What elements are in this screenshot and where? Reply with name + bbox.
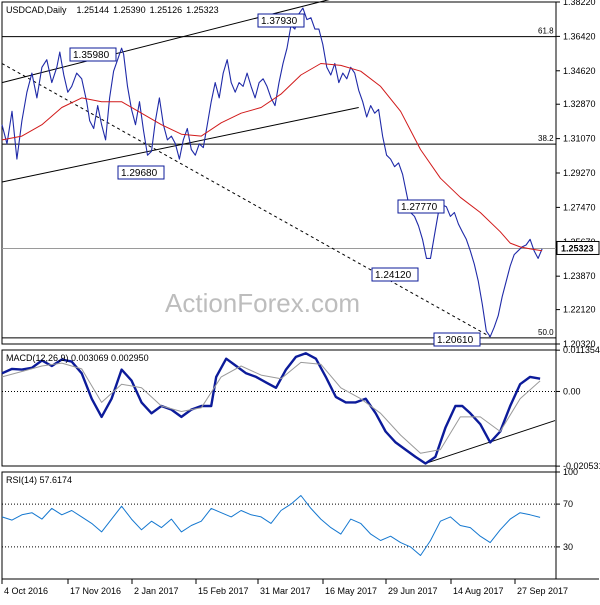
current-price-tag: [556, 240, 600, 255]
ohlc-value: 1.25323: [186, 5, 219, 15]
ohlc-value: 1.25390: [113, 5, 146, 15]
time-tick-label: 14 Aug 2017: [453, 586, 504, 596]
price-callout-box: [433, 332, 481, 347]
rsi-tick-label: 30: [563, 542, 573, 552]
time-tick-label: 2 Jan 2017: [134, 586, 179, 596]
price-tick-label: 1.29270: [563, 168, 596, 178]
macd-series-1: [1, 361, 541, 454]
price-tick-label: 1.20320: [563, 339, 596, 349]
price-series-0: [1, 7, 543, 338]
macd-panel-frame: [1, 349, 557, 467]
fib-level-label: 61.8: [538, 27, 554, 36]
macd-tick-label: 0.00: [563, 386, 581, 396]
price-tick-label: 1.22120: [563, 305, 596, 315]
macd-title: MACD(12,26,9) 0.003069 0.002950: [6, 353, 149, 363]
rsi-panel-frame: [1, 471, 557, 580]
price-tick-label: 1.27470: [563, 202, 596, 212]
rsi-tick-label: 70: [563, 499, 573, 509]
rsi-series-0: [1, 495, 541, 556]
price-series-1: [1, 63, 543, 252]
watermark-text: ActionForex.com: [165, 288, 360, 318]
time-tick-label: 17 Nov 2016: [70, 586, 121, 596]
time-tick-label: 31 Mar 2017: [260, 586, 311, 596]
ohlc-value: 1.25126: [150, 5, 183, 15]
price-tick-label: 1.36420: [563, 31, 596, 41]
time-tick-label: 4 Oct 2016: [4, 586, 48, 596]
rsi-tick-label: 100: [563, 467, 578, 477]
macd-tick-label: -0.020531: [563, 461, 600, 471]
fib-level-label: 50.0: [538, 328, 554, 337]
price-tick-label: 1.23870: [563, 271, 596, 281]
trendline: [1, 0, 330, 84]
price-callout-box: [117, 165, 165, 180]
price-callout-box: [257, 13, 305, 28]
price-callout-label: 1.35980: [73, 50, 110, 61]
price-callout-box: [397, 199, 445, 214]
price-tick-label: 1.31070: [563, 134, 596, 144]
macd-series-0: [1, 352, 541, 465]
price-header: USDCAD,Daily 1.25144 1.25390 1.25126 1.25323: [6, 5, 219, 15]
fib-level-label: 38.2: [538, 134, 554, 143]
time-tick-label: 16 May 2017: [325, 586, 377, 596]
price-callout-label: 1.20610: [437, 335, 474, 346]
price-tick-label: 1.38220: [563, 0, 596, 7]
price-callout-label: 1.37930: [261, 16, 298, 27]
time-tick-label: 27 Sep 2017: [517, 586, 568, 596]
macd-tick-label: 0.011354: [563, 345, 600, 355]
rsi-title: RSI(14) 57.6174: [6, 475, 72, 485]
price-callout-label: 1.24120: [375, 270, 412, 281]
price-callout-label: 1.27770: [401, 202, 438, 213]
price-callout-box: [69, 47, 117, 62]
price-tick-label: 1.34620: [563, 66, 596, 76]
price-tick-label: 1.32870: [563, 99, 596, 109]
time-tick-label: 15 Feb 2017: [198, 586, 249, 596]
price-callout-label: 1.29680: [121, 168, 158, 179]
price-callout-box: [371, 267, 419, 282]
ohlc-value: 1.25144: [77, 5, 110, 15]
trendline: [1, 106, 359, 183]
current-price-label: 1.25323: [561, 243, 594, 253]
time-tick-label: 29 Jun 2017: [388, 586, 438, 596]
chart-title: USDCAD,Daily: [6, 5, 67, 15]
